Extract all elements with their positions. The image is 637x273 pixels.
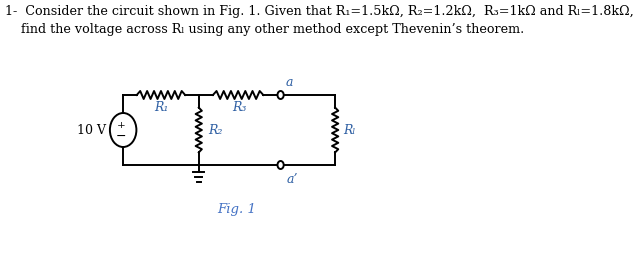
- Text: −: −: [115, 129, 126, 143]
- Text: R₃: R₃: [233, 101, 247, 114]
- Text: 10 V: 10 V: [77, 123, 106, 136]
- Circle shape: [278, 161, 283, 169]
- Text: Fig. 1: Fig. 1: [217, 203, 256, 216]
- Circle shape: [278, 91, 283, 99]
- Text: R₂: R₂: [208, 123, 222, 136]
- Text: R₁: R₁: [154, 101, 168, 114]
- Text: a’: a’: [287, 173, 298, 186]
- Text: Rₗ: Rₗ: [343, 123, 355, 136]
- Text: find the voltage across Rₗ using any other method except Thevenin’s theorem.: find the voltage across Rₗ using any oth…: [6, 23, 525, 36]
- Text: +: +: [117, 120, 125, 129]
- Text: a: a: [285, 76, 293, 89]
- Text: 1-  Consider the circuit shown in Fig. 1. Given that R₁=1.5kΩ, R₂=1.2kΩ,  R₃=1kΩ: 1- Consider the circuit shown in Fig. 1.…: [6, 5, 634, 18]
